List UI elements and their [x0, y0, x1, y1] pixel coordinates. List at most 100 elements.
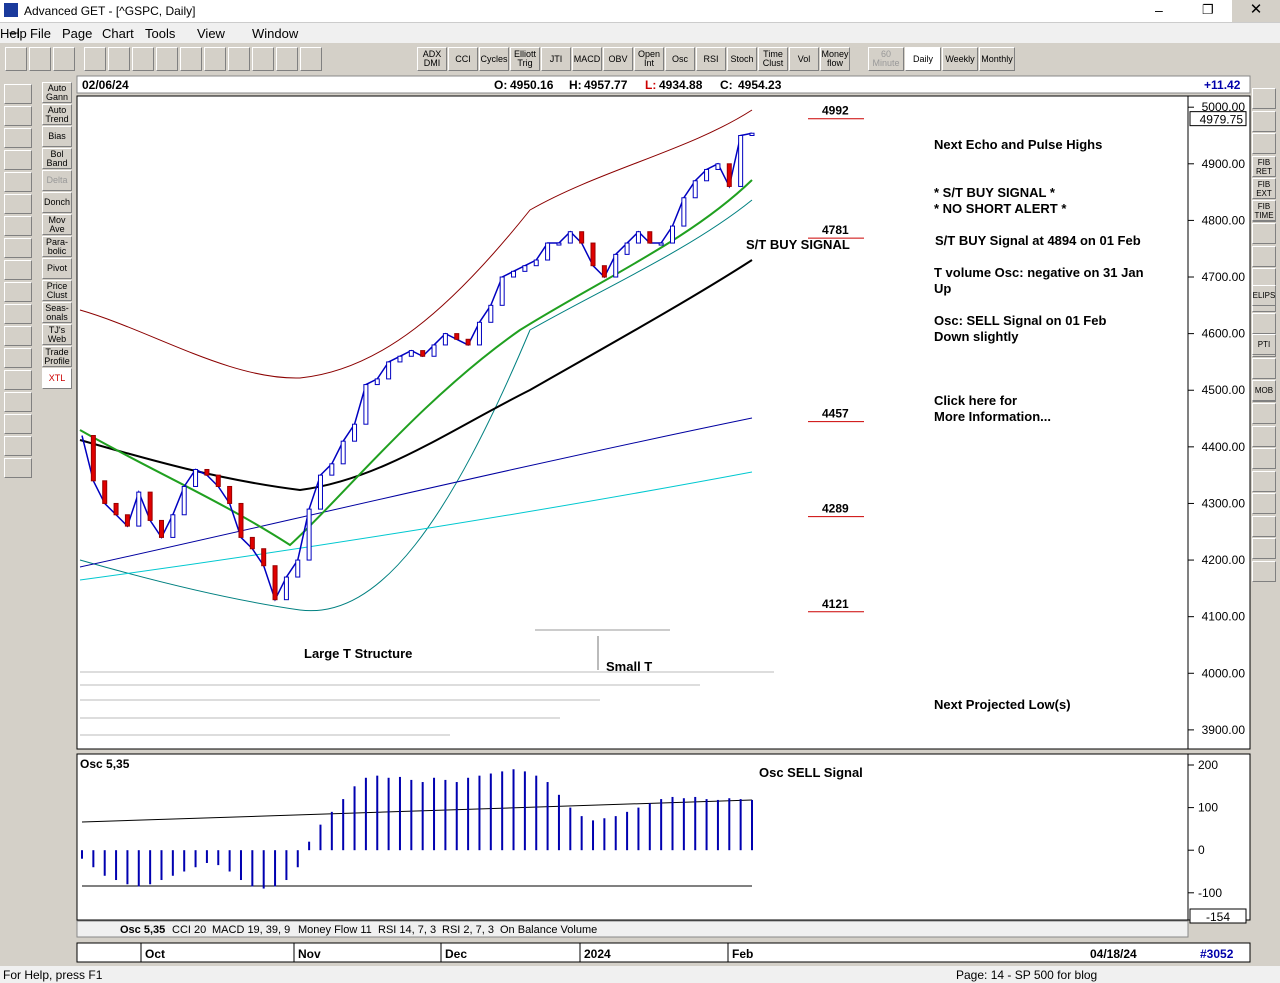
tool-icon[interactable] [1252, 223, 1276, 244]
menu-item[interactable]: Help [0, 26, 27, 41]
indicator-button[interactable]: OBV [603, 47, 633, 71]
note: Next Projected Low(s) [934, 697, 1071, 712]
close[interactable]: ✕ [1232, 0, 1280, 22]
study-button[interactable]: Price Clust [42, 280, 72, 301]
study-button[interactable]: Trade Profile [42, 346, 72, 367]
tool-icon[interactable] [1252, 245, 1276, 267]
indicator-button[interactable]: JTI [541, 47, 571, 71]
period-button[interactable]: Daily [905, 47, 941, 71]
study-button[interactable]: Seas-onals [42, 302, 72, 323]
tool-button[interactable] [156, 47, 178, 71]
tool-icon[interactable] [4, 414, 32, 434]
indicator-button[interactable]: RSI [696, 47, 726, 71]
candle [715, 163, 721, 170]
indicator-button[interactable]: CCI [448, 47, 478, 71]
tool-icon[interactable] [4, 370, 32, 390]
tool-icon[interactable] [1252, 403, 1276, 424]
osc-bar [217, 850, 220, 866]
tool-icon[interactable] [1252, 110, 1276, 132]
tool-icon[interactable] [4, 238, 32, 258]
fib-button[interactable]: FIB TIME [1252, 200, 1276, 221]
study-button[interactable]: Para-bolic [42, 236, 72, 257]
indicator-button[interactable]: Elliott Trig [510, 47, 540, 71]
tool-icon[interactable] [4, 172, 32, 192]
fib-button[interactable]: PTI [1252, 334, 1276, 355]
tool-icon[interactable] [1252, 515, 1276, 537]
tool-icon[interactable] [4, 392, 32, 412]
study-button[interactable]: Auto Trend [42, 104, 72, 125]
menu-item[interactable]: Tools [145, 26, 176, 41]
indicator-button[interactable]: Vol [789, 47, 819, 71]
menu-item[interactable]: File [30, 26, 51, 41]
tool-icon[interactable] [4, 436, 32, 456]
study-button[interactable]: Auto Gann [42, 82, 72, 103]
study-button[interactable]: XTL [42, 368, 72, 389]
tool-icon[interactable] [4, 150, 32, 170]
tool-button[interactable] [300, 47, 322, 71]
study-button[interactable]: Donch [42, 192, 72, 213]
tool-icon[interactable] [4, 128, 32, 148]
tool-icon[interactable] [1252, 448, 1276, 469]
tool-icon[interactable] [4, 216, 32, 236]
indicator-button[interactable]: MACD [572, 47, 602, 71]
indicator-button[interactable]: Osc [665, 47, 695, 71]
tool-button[interactable] [108, 47, 130, 71]
tool-button[interactable] [228, 47, 250, 71]
tool-icon[interactable] [4, 194, 32, 214]
fib-button[interactable]: ELIPS [1252, 285, 1276, 306]
osc-bar [410, 779, 413, 851]
period-button[interactable]: 60 Minute [868, 47, 904, 71]
tool-button[interactable] [180, 47, 202, 71]
indicator-button[interactable]: ADX DMI [417, 47, 447, 71]
tool-icon[interactable] [1252, 560, 1276, 582]
tool-button[interactable] [53, 47, 75, 71]
tool-icon[interactable] [4, 304, 32, 324]
tool-icon[interactable] [1252, 538, 1276, 559]
status-help: For Help, press F1 [3, 968, 103, 982]
period-button[interactable]: Weekly [942, 47, 978, 71]
indicator-button[interactable]: Open Int [634, 47, 664, 71]
tool-icon[interactable] [4, 326, 32, 346]
restore[interactable]: ❐ [1202, 2, 1214, 17]
tool-icon[interactable] [4, 84, 32, 104]
study-button[interactable]: Bias [42, 126, 72, 147]
tool-icon[interactable] [1252, 493, 1276, 514]
indicator-button[interactable]: Time Clust [758, 47, 788, 71]
study-button[interactable]: Mov Ave [42, 214, 72, 235]
tool-button[interactable] [29, 47, 51, 71]
fib-button[interactable]: FIB EXT [1252, 178, 1276, 199]
tool-button[interactable] [5, 47, 27, 71]
tool-icon[interactable] [1252, 88, 1276, 109]
tool-icon[interactable] [4, 260, 32, 280]
menu-item[interactable]: Window [252, 26, 299, 41]
indicator-button[interactable]: Money flow [820, 47, 850, 71]
tool-icon[interactable] [1252, 425, 1276, 447]
indicator-button[interactable]: Cycles [479, 47, 509, 71]
tool-icon[interactable] [1252, 313, 1276, 334]
menu-item[interactable]: View [197, 26, 225, 41]
tool-icon[interactable] [1252, 470, 1276, 492]
tool-button[interactable] [84, 47, 106, 71]
study-button[interactable]: Delta [42, 170, 72, 191]
fib-button[interactable]: FIB RET [1252, 156, 1276, 177]
menu-item[interactable]: Page [62, 26, 93, 41]
tool-button[interactable] [204, 47, 226, 71]
minimize[interactable]: – [1155, 2, 1163, 18]
period-button[interactable]: Monthly [979, 47, 1015, 71]
tool-button[interactable] [276, 47, 298, 71]
tool-button[interactable] [132, 47, 154, 71]
tool-icon[interactable] [1252, 133, 1276, 154]
tool-icon[interactable] [4, 348, 32, 368]
info-text: 4950.16 [510, 78, 554, 92]
tool-icon[interactable] [4, 458, 32, 478]
menu-item[interactable]: Chart [102, 26, 134, 41]
study-button[interactable]: Pivot [42, 258, 72, 279]
tool-button[interactable] [252, 47, 274, 71]
indicator-button[interactable]: Stoch [727, 47, 757, 71]
tool-icon[interactable] [4, 106, 32, 126]
tool-icon[interactable] [4, 282, 32, 302]
fib-button[interactable]: MOB [1252, 380, 1276, 401]
study-button[interactable]: Bol Band [42, 148, 72, 169]
study-button[interactable]: TJ's Web [42, 324, 72, 345]
tool-icon[interactable] [1252, 358, 1276, 379]
